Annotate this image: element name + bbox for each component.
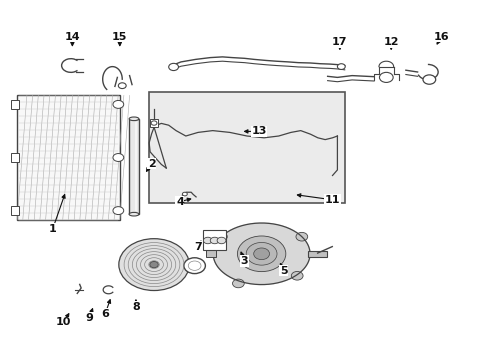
Bar xyxy=(11,100,19,109)
Circle shape xyxy=(183,258,205,274)
Bar xyxy=(307,251,327,257)
Text: 15: 15 xyxy=(112,32,127,42)
Text: 6: 6 xyxy=(101,309,109,319)
Bar xyxy=(205,250,215,257)
Circle shape xyxy=(215,233,227,241)
Circle shape xyxy=(113,153,123,161)
Text: 12: 12 xyxy=(383,37,398,48)
Circle shape xyxy=(210,237,219,244)
Circle shape xyxy=(119,239,189,291)
Text: 5: 5 xyxy=(279,266,287,276)
Circle shape xyxy=(113,207,123,215)
Text: 2: 2 xyxy=(147,159,155,169)
Circle shape xyxy=(232,279,244,288)
Circle shape xyxy=(246,243,277,265)
Circle shape xyxy=(422,75,435,84)
Text: 11: 11 xyxy=(324,195,340,205)
Polygon shape xyxy=(213,223,309,284)
Circle shape xyxy=(182,192,187,196)
Bar xyxy=(150,119,158,127)
Text: 16: 16 xyxy=(432,32,448,42)
Circle shape xyxy=(379,72,392,82)
Bar xyxy=(203,230,226,250)
Text: 4: 4 xyxy=(176,197,183,207)
Circle shape xyxy=(113,100,123,108)
Text: 1: 1 xyxy=(49,224,57,234)
Bar xyxy=(129,119,139,214)
Text: 9: 9 xyxy=(85,312,93,323)
Circle shape xyxy=(337,64,345,69)
Text: 13: 13 xyxy=(251,126,266,136)
Text: 8: 8 xyxy=(132,302,140,312)
Bar xyxy=(11,206,19,215)
Circle shape xyxy=(118,83,126,89)
Text: 14: 14 xyxy=(64,32,80,42)
Circle shape xyxy=(253,248,269,260)
Circle shape xyxy=(188,261,201,270)
Circle shape xyxy=(203,237,212,244)
Text: 7: 7 xyxy=(194,242,202,252)
Bar xyxy=(17,95,120,220)
Circle shape xyxy=(217,237,225,244)
Circle shape xyxy=(295,233,307,241)
Text: 10: 10 xyxy=(56,317,71,327)
Circle shape xyxy=(168,63,178,71)
Ellipse shape xyxy=(129,212,139,216)
Circle shape xyxy=(149,261,158,268)
Circle shape xyxy=(151,121,157,125)
Circle shape xyxy=(291,271,303,280)
Text: 3: 3 xyxy=(240,256,248,266)
Ellipse shape xyxy=(129,117,139,121)
Bar xyxy=(135,122,137,211)
Circle shape xyxy=(237,236,285,271)
Bar xyxy=(149,92,344,203)
Text: 17: 17 xyxy=(331,37,347,48)
Bar xyxy=(11,153,19,162)
